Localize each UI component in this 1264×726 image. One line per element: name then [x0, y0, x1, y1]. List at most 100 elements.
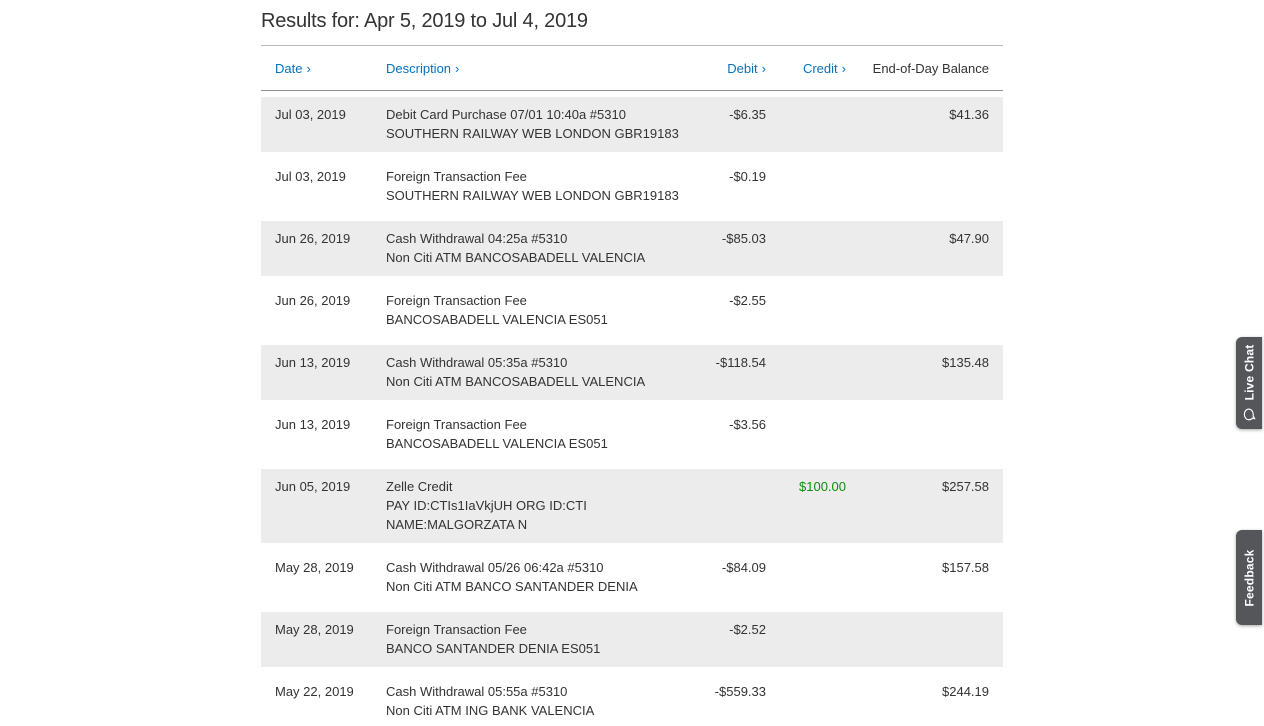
transaction-description-line: BANCOSABADELL VALENCIA ES051 — [386, 436, 608, 451]
transaction-balance: $257.58 — [942, 479, 989, 494]
transaction-date: Jun 05, 2019 — [275, 479, 351, 494]
transaction-debit: -$3.56 — [729, 417, 766, 432]
transaction-debit: -$84.09 — [721, 560, 766, 575]
transaction-description-line: Cash Withdrawal 05:55a #5310 — [386, 684, 568, 699]
column-header-balance-label: End-of-Day Balance — [872, 60, 989, 76]
transaction-row[interactable]: Jun 05, 2019 Zelle Credit PAY ID:CTIs1IaV… — [261, 469, 1003, 543]
transaction-debit: -$2.52 — [729, 622, 766, 637]
transaction-description-line: SOUTHERN RAILWAY WEB LONDON GBR19183 — [386, 188, 679, 203]
sort-chevron-icon: › — [761, 60, 766, 76]
transaction-description-line: BANCO SANTANDER DENIA ES051 — [386, 641, 601, 656]
transaction-row[interactable]: May 28, 2019 Cash Withdrawal 05/26 06:42… — [261, 550, 1003, 605]
feedback-tab-label: Feedback — [1242, 549, 1256, 606]
transaction-description: Cash Withdrawal 05:35a #5310 Non Citi ATM… — [386, 353, 651, 391]
transaction-credit — [766, 105, 846, 143]
live-chat-tab-content: Live Chat — [1242, 345, 1256, 422]
transaction-description: Debit Card Purchase 07/01 10:40a #5310 SO… — [386, 105, 679, 143]
transaction-balance: $135.48 — [942, 355, 989, 370]
transaction-date: Jul 03, 2019 — [275, 169, 346, 184]
transaction-balance — [846, 167, 989, 205]
transaction-credit — [766, 291, 846, 329]
transaction-description: Cash Withdrawal 05/26 06:42a #5310 Non Ci… — [386, 558, 651, 596]
transaction-description: Foreign Transaction Fee SOUTHERN RAILWAY … — [386, 167, 679, 205]
transaction-description: Cash Withdrawal 04:25a #5310 Non Citi ATM… — [386, 229, 651, 267]
transaction-row[interactable]: Jun 13, 2019 Foreign Transaction Fee BANC… — [261, 407, 1003, 462]
transaction-row[interactable]: May 22, 2019 Cash Withdrawal 05:55a #531… — [261, 674, 1003, 726]
transaction-credit — [766, 167, 846, 205]
transaction-description-line: Cash Withdrawal 05/26 06:42a #5310 — [386, 560, 604, 575]
transaction-description-line: Non Citi ATM BANCOSABADELL VALENCIA — [386, 374, 646, 389]
transaction-date: Jun 13, 2019 — [275, 355, 351, 370]
transaction-debit: -$559.33 — [714, 684, 766, 699]
sort-chevron-icon: › — [841, 60, 846, 76]
transaction-balance: $244.19 — [942, 684, 989, 699]
transaction-description-line: Zelle Credit — [386, 479, 453, 494]
transaction-date: Jun 26, 2019 — [275, 231, 351, 246]
transaction-balance — [846, 415, 989, 453]
transaction-description: Foreign Transaction Fee BANCO SANTANDER D… — [386, 620, 651, 658]
transaction-description: Zelle Credit PAY ID:CTIs1IaVkjUH ORG ID:C… — [386, 477, 651, 534]
transaction-credit — [766, 682, 846, 720]
transaction-credit — [766, 620, 846, 658]
transaction-date: May 22, 2019 — [275, 684, 354, 699]
transaction-description-line: SOUTHERN RAILWAY WEB LONDON GBR19183 — [386, 126, 679, 141]
transaction-row[interactable]: May 28, 2019 Foreign Transaction Fee BANC… — [261, 612, 1003, 667]
column-header-description-label: Description — [386, 60, 452, 76]
transaction-description-line: Cash Withdrawal 05:35a #5310 — [386, 355, 568, 370]
transaction-debit — [651, 477, 766, 534]
transaction-description-line: BANCOSABADELL VALENCIA ES051 — [386, 312, 608, 327]
transaction-description-line: Foreign Transaction Fee — [386, 169, 527, 184]
transaction-balance: $47.90 — [949, 231, 989, 246]
transaction-credit: $100.00 — [799, 479, 846, 494]
transaction-date: Jul 03, 2019 — [275, 107, 346, 122]
transaction-debit: -$2.55 — [729, 293, 766, 308]
sort-chevron-icon: › — [455, 60, 460, 76]
transaction-description-line: NAME:MALGORZATA N — [386, 517, 528, 532]
transaction-description-line: Cash Withdrawal 04:25a #5310 — [386, 231, 568, 246]
table-header-row: Date › Description › Debit › Credit › End-of… — [261, 45, 1003, 91]
live-chat-tab-label: Live Chat — [1242, 344, 1256, 401]
transaction-description-line: Debit Card Purchase 07/01 10:40a #5310 — [386, 107, 626, 122]
transaction-description: Cash Withdrawal 05:55a #5310 Non Citi ATM… — [386, 682, 651, 720]
transaction-credit — [766, 353, 846, 391]
transaction-row[interactable]: Jun 26, 2019 Foreign Transaction Fee BANC… — [261, 283, 1003, 338]
transaction-row[interactable]: Jul 03, 2019 Debit Card Purchase 07/01 1… — [261, 97, 1003, 152]
transaction-date: Jun 26, 2019 — [275, 293, 351, 308]
transaction-description: Foreign Transaction Fee BANCOSABADELL VAL… — [386, 415, 651, 453]
column-header-credit-label: Credit — [802, 60, 838, 76]
transaction-description-line: Non Citi ATM ING BANK VALENCIA — [386, 703, 595, 718]
results-title: Results for: Apr 5, 2019 to Jul 4, 2019 — [261, 10, 588, 32]
transaction-balance — [846, 291, 989, 329]
feedback-tab-content: Feedback — [1242, 549, 1256, 606]
transaction-description-line: PAY ID:CTIs1IaVkjUH ORG ID:CTI — [386, 498, 587, 513]
transaction-row[interactable]: Jul 03, 2019 Foreign Transaction Fee SOUT… — [261, 159, 1003, 214]
column-header-debit[interactable]: Debit › — [651, 61, 766, 76]
column-header-description[interactable]: Description › — [386, 61, 651, 76]
transaction-list: Jul 03, 2019 Debit Card Purchase 07/01 1… — [261, 97, 1003, 726]
transaction-description-line: Non Citi ATM BANCO SANTANDER DENIA — [386, 579, 638, 594]
transaction-description: Foreign Transaction Fee BANCOSABADELL VAL… — [386, 291, 651, 329]
sort-chevron-icon: › — [306, 60, 311, 76]
column-header-credit[interactable]: Credit › — [766, 61, 846, 76]
column-header-balance: End-of-Day Balance — [846, 61, 989, 76]
transaction-row[interactable]: Jun 26, 2019 Cash Withdrawal 04:25a #531… — [261, 221, 1003, 276]
column-header-debit-label: Debit — [727, 60, 758, 76]
transaction-balance: $41.36 — [949, 107, 989, 122]
transaction-description-line: Foreign Transaction Fee — [386, 417, 527, 432]
feedback-tab[interactable]: Feedback — [1236, 530, 1262, 625]
live-chat-tab[interactable]: Live Chat — [1236, 337, 1262, 429]
column-header-date-label: Date — [275, 60, 303, 76]
transaction-debit: -$85.03 — [721, 231, 766, 246]
chat-bubble-icon — [1242, 407, 1256, 421]
transaction-credit — [766, 415, 846, 453]
column-header-date[interactable]: Date › — [275, 61, 386, 76]
transaction-description-line: Foreign Transaction Fee — [386, 622, 527, 637]
transaction-balance — [846, 620, 989, 658]
transaction-row[interactable]: Jun 13, 2019 Cash Withdrawal 05:35a #531… — [261, 345, 1003, 400]
transaction-date: May 28, 2019 — [275, 560, 354, 575]
transaction-date: May 28, 2019 — [275, 622, 354, 637]
transaction-debit: -$118.54 — [715, 355, 766, 370]
transaction-description-line: Non Citi ATM BANCOSABADELL VALENCIA — [386, 250, 646, 265]
transaction-date: Jun 13, 2019 — [275, 417, 351, 432]
